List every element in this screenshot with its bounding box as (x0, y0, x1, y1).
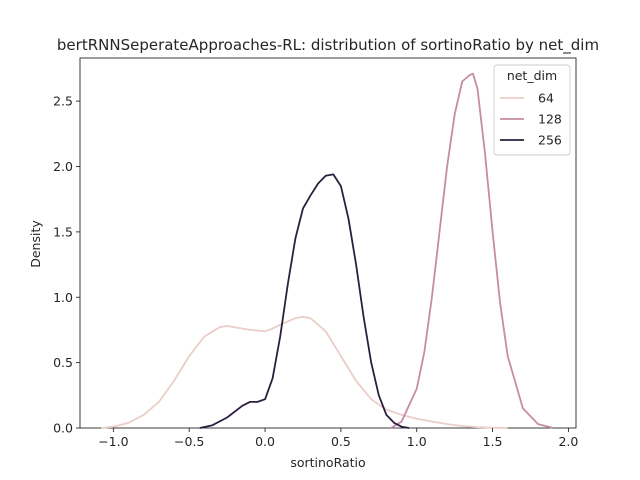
x-tick-label: 2.0 (558, 434, 578, 449)
y-axis: 0.0 0.5 1.0 1.5 2.0 2.5 (53, 94, 80, 436)
x-tick-label: 1.5 (483, 434, 503, 449)
y-axis-label: Density (28, 220, 43, 268)
density-line-128 (390, 72, 554, 429)
plot-area (79, 57, 577, 429)
x-tick-label: 1.0 (407, 434, 427, 449)
legend-label-128: 128 (538, 112, 562, 127)
x-tick-label: 0.0 (255, 434, 275, 449)
legend-label-256: 256 (538, 133, 562, 148)
legend-title: net_dim (507, 68, 557, 83)
y-tick-label: 0.0 (53, 421, 73, 436)
y-tick-label: 2.5 (53, 94, 73, 109)
y-tick-label: 1.5 (53, 224, 73, 239)
legend-label-64: 64 (538, 91, 554, 106)
legend-box (493, 64, 571, 156)
y-tick-label: 0.5 (53, 355, 73, 370)
x-tick-label: −0.5 (174, 434, 204, 449)
density-line-64 (101, 316, 508, 429)
x-tick-label: −1.0 (98, 434, 128, 449)
x-tick-label: 0.5 (331, 434, 351, 449)
y-tick-label: 1.0 (53, 290, 73, 305)
legend: net_dim 64 128 256 (493, 64, 571, 156)
y-tick-label: 2.0 (53, 159, 73, 174)
plot-frame (79, 57, 577, 429)
x-axis-label: sortinoRatio (290, 455, 365, 470)
chart-title: bertRNNSeperateApproaches-RL: distributi… (57, 36, 599, 55)
x-axis: −1.0 −0.5 0.0 0.5 1.0 1.5 2.0 (98, 428, 578, 449)
density-line-256 (199, 173, 410, 429)
